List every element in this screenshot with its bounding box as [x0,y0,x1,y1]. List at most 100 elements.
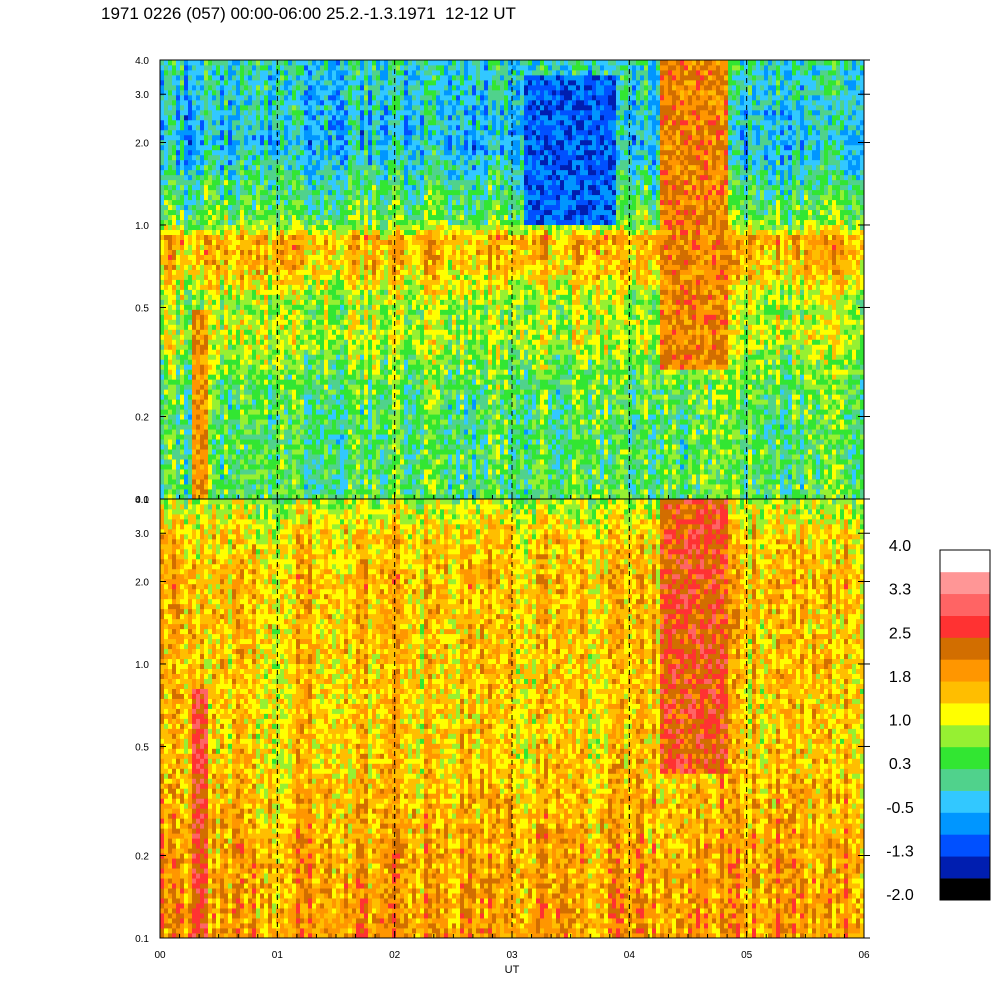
spectrogram-cell [216,349,220,354]
spectrogram-cell [204,389,208,394]
spectrogram-cell [176,130,180,135]
spectrogram-cell [320,489,324,494]
spectrogram-cell [348,384,352,389]
spectrogram-cell [276,339,280,344]
spectrogram-cell [276,404,280,409]
spectrogram-cell [236,165,240,170]
spectrogram-cell [216,60,220,65]
spectrogram-cell [216,489,220,494]
spectrogram-cell [308,165,312,170]
spectrogram-cell [252,175,256,180]
spectrogram-cell [196,185,200,190]
spectrogram-cell [204,70,208,75]
spectrogram-cell [184,70,188,75]
spectrogram-cell [280,235,284,240]
spectrogram-cell [272,65,276,70]
spectrogram-cell [276,200,280,205]
spectrogram-cell [172,65,176,70]
spectrogram-cell [300,180,304,185]
spectrogram-cell [232,245,236,250]
spectrogram-cell [220,294,224,299]
spectrogram-cell [224,220,228,225]
spectrogram-cell [260,235,264,240]
spectrogram-cell [332,414,336,419]
spectrogram-cell [220,464,224,469]
spectrogram-cell [252,409,256,414]
spectrogram-cell [344,95,348,100]
spectrogram-cell [264,115,268,120]
spectrogram-cell [200,409,204,414]
spectrogram-cell [188,215,192,220]
spectrogram-cell [240,70,244,75]
spectrogram-cell [328,444,332,449]
spectrogram-cell [244,349,248,354]
spectrogram-cell [188,60,192,65]
spectrogram-cell [260,205,264,210]
spectrogram-cell [352,284,356,289]
spectrogram-cell [160,200,164,205]
spectrogram-cell [260,439,264,444]
spectrogram-cell [336,304,340,309]
spectrogram-cell [212,319,216,324]
spectrogram-cell [252,95,256,100]
spectrogram-cell [312,309,316,314]
spectrogram-cell [208,205,212,210]
spectrogram-cell [204,65,208,70]
spectrogram-cell [340,120,344,125]
spectrogram-cell [164,334,168,339]
spectrogram-cell [344,319,348,324]
spectrogram-cell [264,250,268,255]
spectrogram-cell [276,304,280,309]
spectrogram-cell [340,374,344,379]
spectrogram-cell [264,354,268,359]
spectrogram-cell [192,190,196,195]
spectrogram-cell [260,424,264,429]
spectrogram-cell [160,130,164,135]
spectrogram-cell [164,419,168,424]
spectrogram-cell [252,120,256,125]
spectrogram-cell [348,115,352,120]
spectrogram-cell [224,289,228,294]
spectrogram-cell [196,309,200,314]
spectrogram-cell [208,250,212,255]
spectrogram-cell [220,359,224,364]
spectrogram-cell [296,384,300,389]
spectrogram-cell [320,399,324,404]
spectrogram-cell [252,180,256,185]
spectrogram-cell [240,60,244,65]
spectrogram-cell [176,349,180,354]
spectrogram-cell [196,304,200,309]
spectrogram-cell [316,235,320,240]
spectrogram-cell [276,70,280,75]
spectrogram-cell [320,329,324,334]
spectrogram-cell [240,275,244,280]
spectrogram-cell [356,275,360,280]
spectrogram-cell [316,245,320,250]
spectrogram-cell [240,474,244,479]
spectrogram-cell [284,309,288,314]
spectrogram-cell [260,399,264,404]
spectrogram-cell [248,250,252,255]
spectrogram-cell [328,265,332,270]
spectrogram-cell [336,235,340,240]
spectrogram-cell [184,424,188,429]
spectrogram-cell [204,280,208,285]
spectrogram-cell [240,309,244,314]
spectrogram-cell [296,110,300,115]
spectrogram-cell [164,105,168,110]
spectrogram-cell [212,185,216,190]
spectrogram-cell [236,369,240,374]
spectrogram-cell [356,230,360,235]
spectrogram-cell [192,135,196,140]
spectrogram-cell [188,474,192,479]
spectrogram-cell [284,319,288,324]
spectrogram-cell [280,299,284,304]
spectrogram-cell [288,210,292,215]
spectrogram-cell [228,190,232,195]
spectrogram-cell [244,115,248,120]
spectrogram-cell [160,150,164,155]
spectrogram-cell [168,354,172,359]
spectrogram-cell [168,200,172,205]
spectrogram-cell [168,225,172,230]
spectrogram-cell [172,135,176,140]
